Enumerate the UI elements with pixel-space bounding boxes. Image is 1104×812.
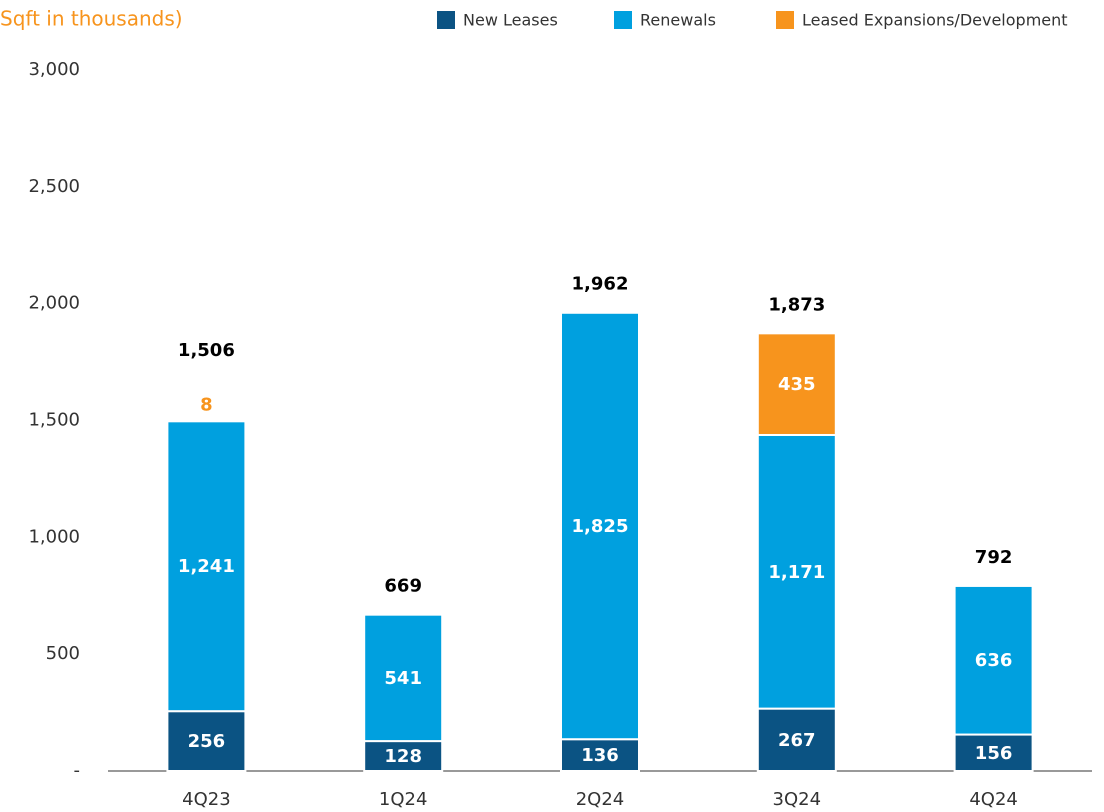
bar-segment — [756, 332, 837, 436]
chart-title: Sqft in thousands) — [0, 7, 183, 31]
y-tick-label: - — [74, 760, 81, 781]
y-tick-label: 2,500 — [28, 176, 80, 197]
bar-segment — [166, 710, 247, 773]
data-label: 1,171 — [768, 562, 825, 583]
bar-segment — [166, 418, 247, 423]
bar-segment — [953, 584, 1034, 736]
bar-segment — [166, 420, 247, 713]
data-label: 156 — [975, 743, 1013, 764]
y-tick-label: 1,500 — [28, 410, 80, 431]
y-tick-label: 3,000 — [28, 59, 80, 80]
bar-segment — [363, 613, 444, 743]
total-label: 1,873 — [768, 294, 825, 315]
total-label: 1,962 — [572, 274, 629, 295]
legend-label: New Leases — [463, 11, 558, 30]
data-label: 128 — [384, 746, 422, 767]
data-label: 1,241 — [178, 556, 235, 577]
y-tick-label: 500 — [46, 643, 80, 664]
x-tick-label: 4Q23 — [182, 789, 231, 810]
data-label: 267 — [778, 730, 816, 751]
x-tick-label: 2Q24 — [576, 789, 625, 810]
total-label: 1,506 — [178, 340, 235, 361]
legend-label: Renewals — [640, 11, 716, 30]
legend-swatch — [614, 11, 632, 29]
data-label: 435 — [778, 374, 816, 395]
data-label: 8 — [200, 394, 213, 415]
data-label: 636 — [975, 650, 1013, 671]
y-tick-label: 2,000 — [28, 293, 80, 314]
total-label: 669 — [384, 576, 422, 597]
data-label: 136 — [581, 745, 619, 766]
x-tick-label: 1Q24 — [379, 789, 428, 810]
bar-segment — [560, 738, 640, 772]
legend-swatch — [776, 11, 794, 29]
data-label: 1,825 — [572, 516, 629, 537]
legend-swatch — [437, 11, 455, 29]
total-label: 792 — [975, 547, 1013, 568]
x-tick-label: 3Q24 — [773, 789, 822, 810]
data-label: 256 — [188, 731, 226, 752]
bar-segment — [756, 707, 837, 773]
bar-segment — [953, 733, 1034, 772]
bar-segment — [756, 433, 837, 710]
data-label: 541 — [384, 668, 422, 689]
y-tick-label: 1,000 — [28, 526, 80, 547]
legend-label: Leased Expansions/Development — [802, 11, 1068, 30]
x-tick-label: 4Q24 — [969, 789, 1018, 810]
bar-segment — [560, 311, 640, 741]
